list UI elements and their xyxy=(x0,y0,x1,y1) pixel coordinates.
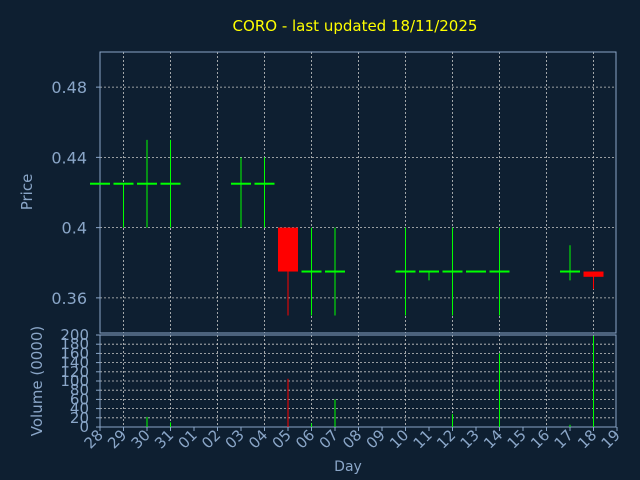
price-tick-label: 0.44 xyxy=(51,148,87,167)
price-tick-label: 0.4 xyxy=(62,219,87,238)
x-tick-label: 19 xyxy=(598,426,624,452)
candle-body xyxy=(278,227,298,272)
price-grid xyxy=(100,52,616,333)
volume-tick-label: 180 xyxy=(60,335,89,353)
price-axis-label: Price xyxy=(18,174,36,211)
volume-grid xyxy=(100,335,616,427)
x-tick-label: 09 xyxy=(363,426,389,452)
x-axis-ticks: 2829303101020304050607080910111213141516… xyxy=(81,426,624,452)
candle-body xyxy=(466,270,486,273)
candle xyxy=(466,270,486,273)
x-tick-label: 29 xyxy=(104,426,130,452)
x-tick-label: 05 xyxy=(269,426,295,452)
x-tick-label: 04 xyxy=(245,426,271,452)
candle-body xyxy=(395,270,416,273)
candle xyxy=(560,245,580,281)
x-tick-label: 14 xyxy=(480,426,506,452)
candles xyxy=(90,139,604,316)
x-tick-label: 11 xyxy=(410,426,436,452)
volume-axis-label: Volume (0000) xyxy=(28,326,46,436)
candle xyxy=(395,227,416,316)
price-tick-label: 0.36 xyxy=(51,289,87,308)
x-tick-label: 13 xyxy=(457,426,483,452)
price-y-ticks: 0.48 0.44 0.4 0.36 xyxy=(51,78,100,308)
x-tick-label: 01 xyxy=(175,426,201,452)
candle-body xyxy=(489,270,510,273)
x-tick-label: 08 xyxy=(339,426,365,452)
x-tick-label: 30 xyxy=(128,426,154,452)
volume-tick-label: 140 xyxy=(60,354,89,372)
candle-body xyxy=(231,182,251,185)
candle xyxy=(137,139,157,228)
volume-tick-label: 20 xyxy=(70,409,89,427)
candle-body xyxy=(560,270,580,273)
x-tick-label: 02 xyxy=(198,426,224,452)
candle xyxy=(113,182,134,228)
volume-tick-label: 120 xyxy=(60,363,89,381)
candle xyxy=(442,227,463,316)
volume-tick-label: 60 xyxy=(70,390,89,408)
candle-body xyxy=(301,270,322,273)
volume-tick-label: 200 xyxy=(60,326,89,344)
candle xyxy=(231,157,251,228)
volume-tick-label: 80 xyxy=(70,381,89,399)
candle-body xyxy=(442,270,463,273)
x-tick-label: 16 xyxy=(527,426,553,452)
chart-title: CORO - last updated 18/11/2025 xyxy=(233,17,478,35)
x-tick-label: 12 xyxy=(433,426,459,452)
candle-body xyxy=(90,182,110,185)
x-tick-label: 31 xyxy=(151,426,177,452)
x-axis-label: Day xyxy=(334,459,362,475)
x-tick-label: 17 xyxy=(551,426,577,452)
candle xyxy=(301,227,322,316)
candle-body xyxy=(113,182,134,185)
volume-tick-label: 40 xyxy=(70,400,89,418)
candle-body xyxy=(137,182,157,185)
candle xyxy=(325,227,345,316)
candle-body xyxy=(160,182,181,185)
candle-body xyxy=(583,271,604,277)
candle xyxy=(90,182,110,185)
price-panel-frame xyxy=(99,51,617,334)
price-tick-label: 0.48 xyxy=(51,78,87,97)
x-tick-label: 03 xyxy=(222,426,248,452)
x-tick-label: 06 xyxy=(292,426,318,452)
x-tick-label: 10 xyxy=(386,426,412,452)
candle xyxy=(419,270,439,281)
candle xyxy=(160,139,181,228)
volume-bars xyxy=(146,335,594,427)
volume-tick-label: 100 xyxy=(60,372,89,390)
candle xyxy=(489,227,510,316)
candle-body xyxy=(254,182,275,185)
volume-tick-label: 0 xyxy=(79,418,89,436)
candle xyxy=(278,227,298,316)
candle-body xyxy=(325,270,345,273)
candle xyxy=(583,271,604,290)
candle xyxy=(254,157,275,228)
x-tick-label: 18 xyxy=(574,426,600,452)
x-tick-label: 15 xyxy=(504,426,530,452)
candle-body xyxy=(419,270,439,273)
volume-tick-label: 160 xyxy=(60,344,89,362)
x-tick-label: 07 xyxy=(316,426,342,452)
